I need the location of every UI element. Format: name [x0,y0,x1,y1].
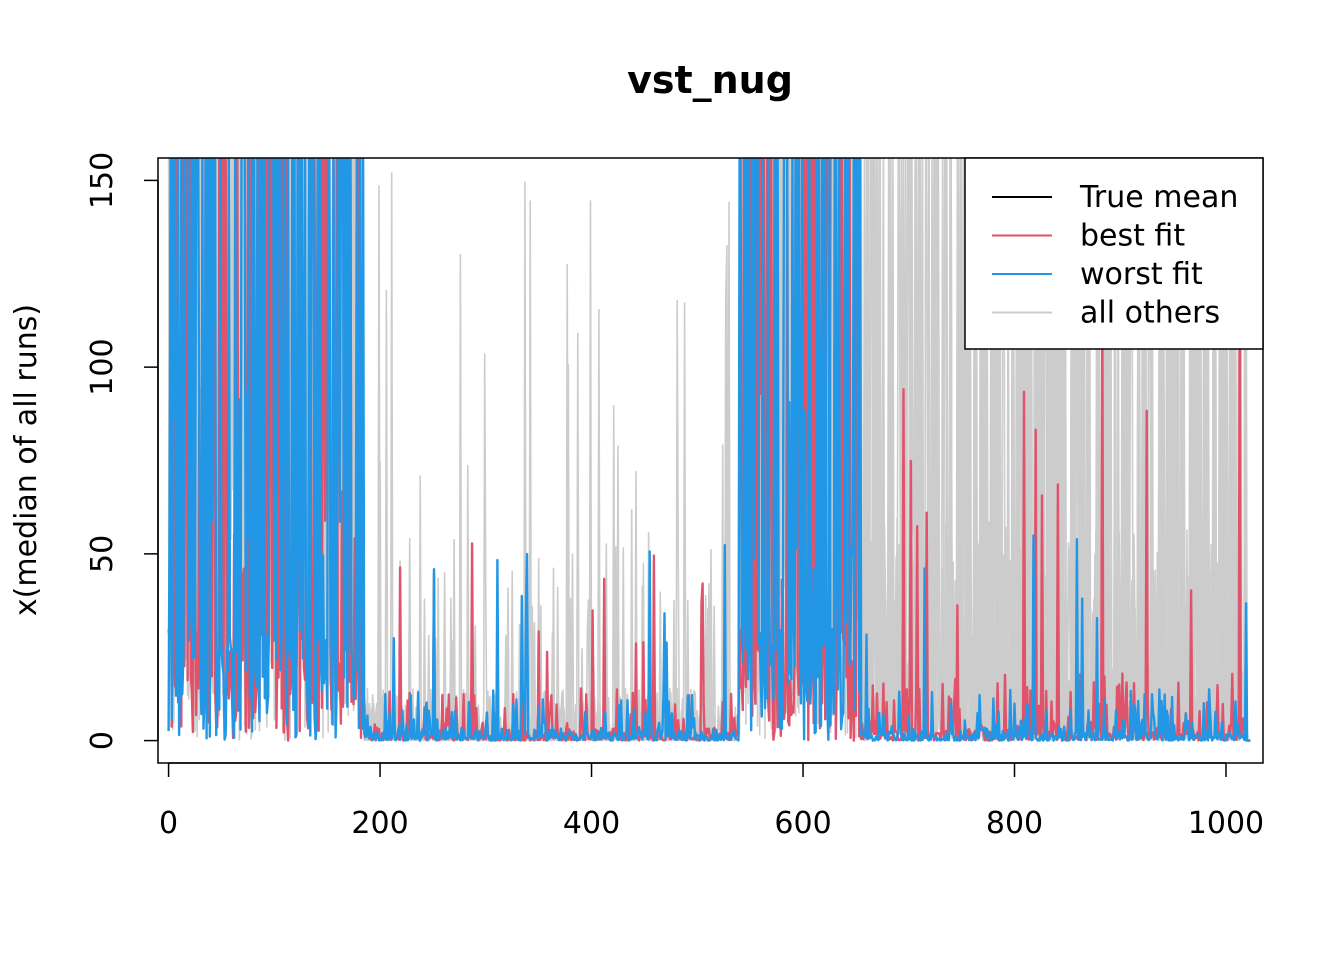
x-tick-label: 200 [351,806,408,841]
series-line-worst-fit [167,158,1251,742]
legend-label: worst fit [1080,257,1203,292]
x-tick-label: 0 [159,806,178,841]
x-tick-label: 600 [774,806,831,841]
y-tick-label: 150 [85,152,120,209]
legend-label: all others [1080,296,1220,331]
y-axis-label: x(median of all runs) [9,304,44,616]
x-tick-label: 800 [986,806,1043,841]
y-axis: 0 50 100 150 [85,152,159,750]
y-tick-label: 50 [85,535,120,573]
chart-title: vst_nug [627,58,793,102]
x-tick-label: 400 [563,806,620,841]
y-tick-label: 0 [85,731,120,750]
y-tick-label: 100 [85,338,120,395]
series-layer [167,158,1251,742]
legend-label: best fit [1080,219,1185,254]
x-axis: 0 200 400 600 800 1000 [159,762,1264,841]
x-tick-label: 1000 [1188,806,1264,841]
legend-box [964,157,1264,350]
legend-label: True mean [1079,180,1238,215]
